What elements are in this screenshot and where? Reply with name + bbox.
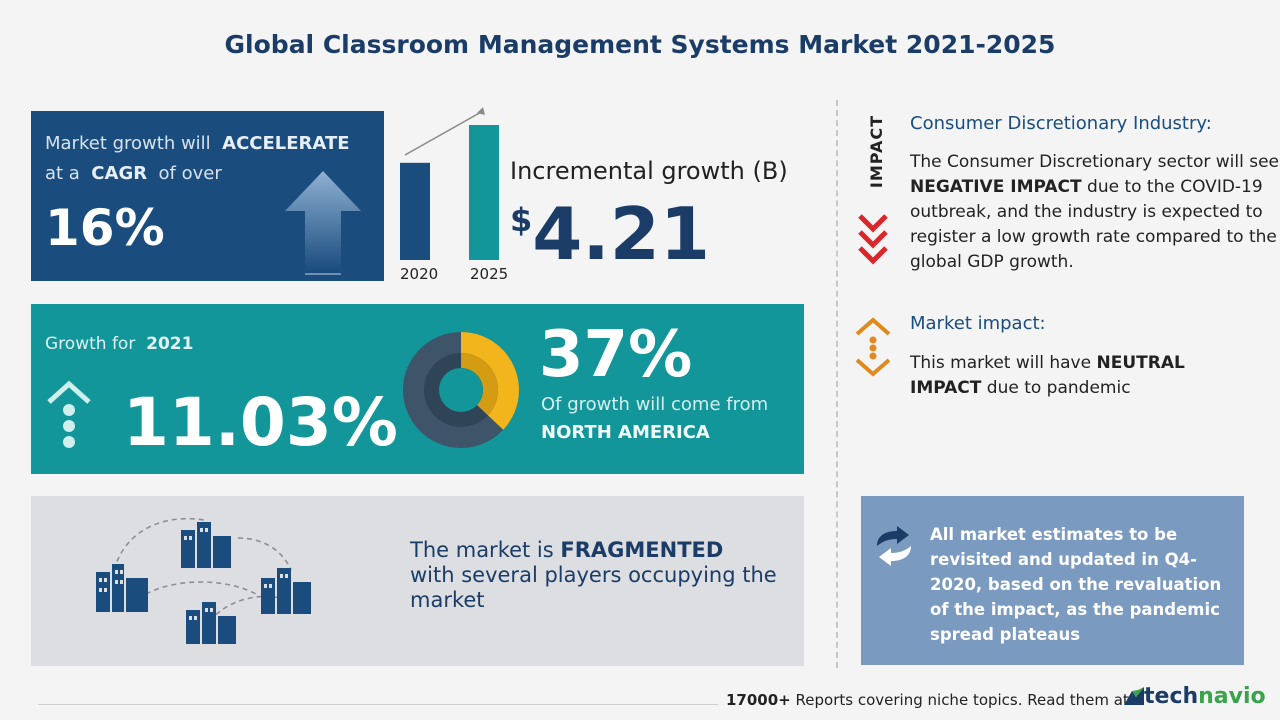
impact-heading: Consumer Discretionary Industry: [910,113,1212,134]
incremental-growth-bars [400,107,499,260]
cagr-label: CAGR [91,163,148,184]
update-note-panel: All market estimates to be revisited and… [861,496,1244,665]
impact-text-after: due to the COVID-19 outbreak, and the in… [910,177,1277,272]
growth-label-text: Growth for [45,334,136,354]
page-title: Global Classroom Management Systems Mark… [224,30,1056,59]
market-impact-text: This market will have NEUTRAL IMPACT due… [910,351,1210,401]
cagr-line2-prefix: at a [45,163,80,184]
refresh-arrows-icon [877,526,911,566]
technavio-logo-icon [1124,687,1144,705]
footer-rule [38,704,718,705]
incremental-number: 4.21 [532,192,710,276]
incremental-label: Incremental growth (B) [510,157,788,185]
up-arrow-icon [285,171,361,275]
impact-text-before: The Consumer Discretionary sector will s… [910,152,1280,172]
region-name: NORTH AMERICA [541,422,710,443]
bar-label-2025: 2025 [470,265,509,283]
brand-part1: tech [1144,684,1199,709]
impact-text: The Consumer Discretionary sector will s… [910,150,1280,275]
neutral-impact-icon [855,317,891,377]
fragmented-text: The market is FRAGMENTED with several pl… [410,538,790,613]
down-chevrons-icon [858,214,888,265]
footer-text: 17000+ Reports covering niche topics. Re… [726,691,1129,709]
cagr-panel: Market growth will ACCELERATE at a CAGR … [31,111,384,281]
cagr-value: 16% [45,199,165,257]
market-impact-heading: Market impact: [910,313,1046,334]
market-impact-text-before: This market will have [910,353,1092,373]
dotted-up-arrow-icon [47,380,91,448]
impact-emphasis: NEGATIVE IMPACT [910,177,1082,197]
update-note-text: All market estimates to be revisited and… [930,525,1222,644]
growth-label: Growth for 2021 [45,334,193,354]
cagr-line2-suffix: of over [158,163,222,184]
buildings-network-icon [96,517,311,644]
growth-value: 11.03% [123,384,398,461]
currency-symbol: $ [510,201,533,239]
market-impact-emphasis: NEUTRAL IMPACT [910,353,1185,398]
cagr-line1: Market growth will ACCELERATE [45,133,350,154]
cagr-line1-prefix: Market growth will [45,133,211,154]
vertical-divider [836,100,838,668]
region-share-inner-segment [461,353,498,416]
region-percent: 37% [539,318,693,392]
bar-2020 [400,162,430,260]
bar-2025 [469,125,499,260]
impact-label-text: IMPACT [867,114,887,189]
brand-part2: navio [1198,684,1266,709]
growth-panel: Growth for 2021 11.03% 37% Of growth wil… [31,304,804,474]
bar-label-2020: 2020 [400,265,439,283]
growth-year: 2021 [146,334,194,354]
fragmented-prefix: The market is [410,538,554,562]
footer-count: 17000+ [726,691,791,709]
region-share-segment [461,332,519,430]
region-donut-chart [403,332,519,448]
cagr-accelerate: ACCELERATE [222,133,350,154]
fragmented-emphasis: FRAGMENTED [560,538,724,562]
fragmented-panel: The market is FRAGMENTED with several pl… [31,496,804,666]
impact-vertical-label: IMPACT [862,114,888,189]
cagr-line2: at a CAGR of over [45,163,222,184]
region-description: Of growth will come from [541,394,769,415]
incremental-value: $4.21 [510,192,710,276]
technavio-logo[interactable]: technavio [1124,684,1266,709]
market-impact-text-after: due to pandemic [986,378,1131,398]
fragmented-rest: with several players occupying the marke… [410,563,777,612]
footer-description: Reports covering niche topics. Read them… [795,691,1129,709]
